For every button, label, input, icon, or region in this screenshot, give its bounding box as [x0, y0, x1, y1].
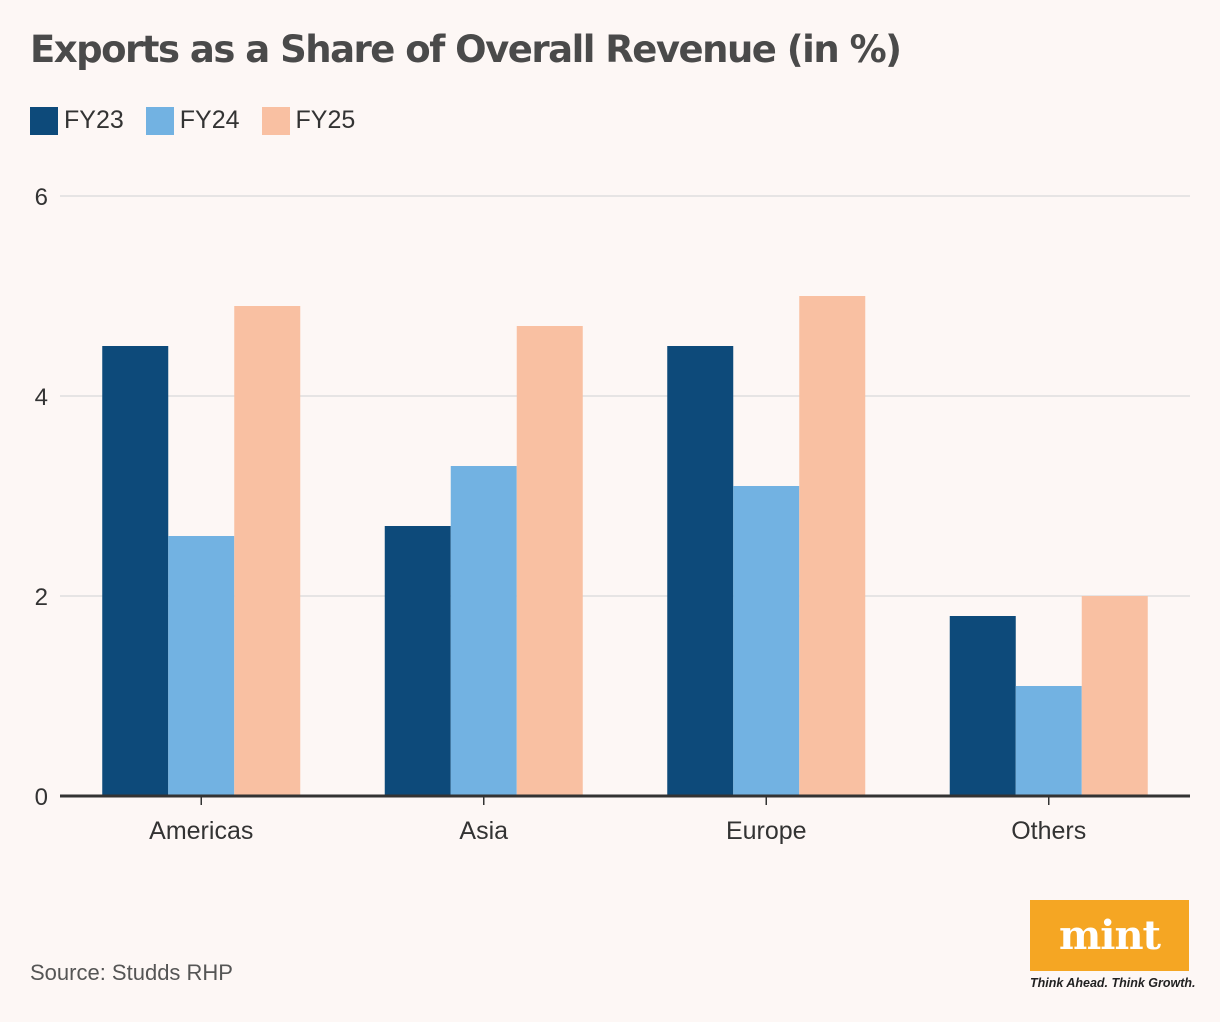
legend-swatch-fy24 [145, 106, 174, 135]
legend-label-fy24: FY24 [179, 106, 240, 134]
y-tick-label: 6 [35, 184, 48, 211]
legend-swatch-fy23 [30, 106, 58, 135]
bar-fy25-americas [234, 306, 301, 796]
bar-fy23-asia [384, 526, 451, 796]
y-tick-label: 2 [35, 584, 48, 611]
bar-fy23-others [949, 616, 1016, 796]
x-tick-label: Asia [459, 817, 508, 845]
bar-fy25-others [1081, 596, 1148, 796]
legend-label-fy25: FY25 [295, 106, 356, 134]
y-tick-label: 0 [35, 784, 48, 811]
mint-logo: mint [1030, 900, 1189, 971]
x-tick-label: Europe [726, 817, 807, 845]
source-note: Source: Studds RHP [30, 960, 233, 985]
legend-item-fy23: FY23 [30, 106, 124, 135]
legend-item-fy25: FY25 [261, 106, 356, 135]
x-tick-label: Others [1011, 817, 1086, 845]
bar-fy24-americas [168, 536, 235, 796]
bar-fy25-asia [516, 326, 583, 796]
legend-swatch-fy25 [261, 106, 290, 135]
bar-fy25-europe [799, 296, 866, 796]
legend-label-fy23: FY23 [64, 106, 124, 134]
mint-tagline: Think Ahead. Think Growth. [1030, 976, 1196, 990]
bar-fy24-europe [733, 486, 800, 796]
bar-fy23-americas [102, 346, 169, 796]
mint-logo-text: mint [1058, 912, 1161, 959]
chart-title: Exports as a Share of Overall Revenue (i… [30, 28, 902, 71]
bar-fy23-europe [667, 346, 734, 796]
legend-item-fy24: FY24 [145, 106, 240, 135]
y-tick-label: 4 [35, 384, 48, 411]
bar-fy24-others [1015, 686, 1082, 796]
x-tick-label: Americas [149, 817, 253, 845]
legend: FY23 FY24 FY25 [30, 106, 377, 135]
bar-fy24-asia [450, 466, 517, 796]
bar-chart: 0 2 4 6 Americas Asia Europe Others [35, 184, 1190, 845]
